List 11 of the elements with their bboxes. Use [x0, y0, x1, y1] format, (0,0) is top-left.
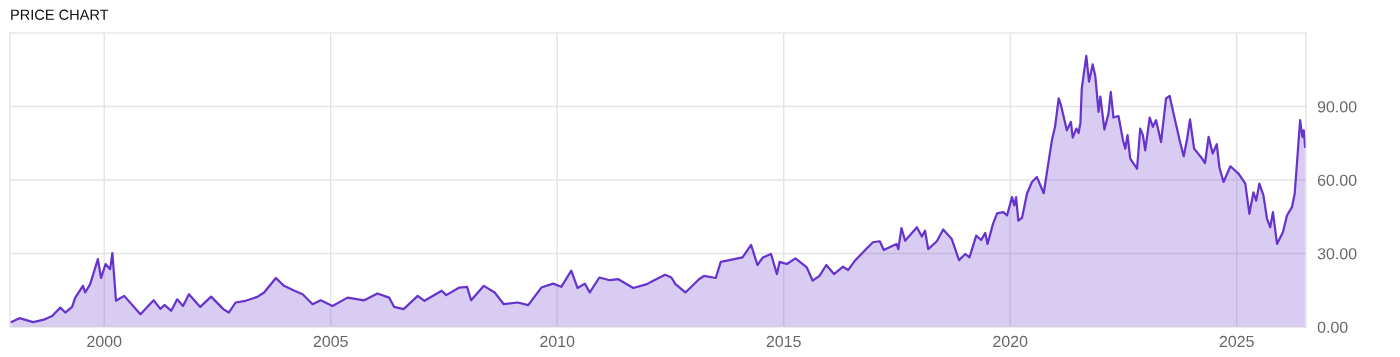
x-tick-label: 2005: [313, 335, 348, 348]
y-tick-label: 90.00: [1317, 101, 1357, 113]
y-tick-label: 30.00: [1317, 248, 1357, 260]
y-tick-label: 60.00: [1317, 174, 1357, 186]
chart-title: PRICE CHART: [11, 9, 109, 20]
x-tick-label: 2000: [87, 335, 122, 348]
y-tick-label: 0.00: [1317, 321, 1348, 333]
x-tick-label: 2010: [540, 335, 575, 348]
x-tick-label: 2015: [766, 335, 801, 348]
x-tick-label: 2020: [993, 335, 1028, 348]
x-tick-label: 2025: [1219, 335, 1254, 348]
